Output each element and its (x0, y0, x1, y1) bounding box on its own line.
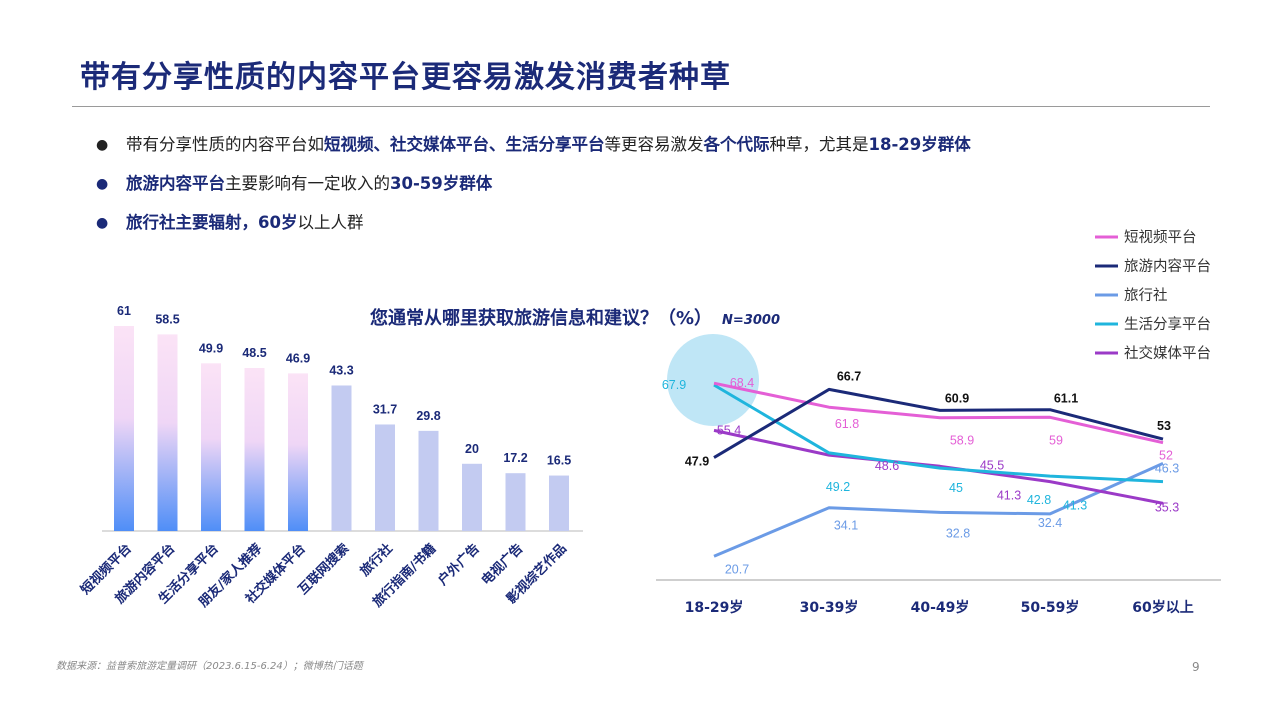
series-line (713, 387, 1164, 459)
bullet-item: ● 旅游内容平台主要影响有一定收入的30-59岁群体 (92, 169, 971, 208)
bar-value-label: 17.2 (503, 451, 527, 465)
bullet-item: ● 带有分享性质的内容平台如短视频、社交媒体平台、生活分享平台等更容易激发各个代际… (92, 130, 971, 169)
bullet-text: 旅行社主要辐射，60岁以上人群 (126, 213, 363, 232)
bar-chart: 61短视频平台58.5旅游内容平台49.9生活分享平台48.5朋友/家人推荐46… (78, 304, 583, 611)
bullet-list: ● 带有分享性质的内容平台如短视频、社交媒体平台、生活分享平台等更容易激发各个代际… (92, 130, 971, 247)
data-label: 46.3 (1155, 461, 1179, 475)
data-label: 61.1 (1054, 392, 1078, 406)
bullet-emphasis: 旅游内容平台 (126, 174, 225, 193)
bar (375, 424, 395, 531)
bullet-text: 带有分享性质的内容平台如短视频、社交媒体平台、生活分享平台等更容易激发各个代际种… (126, 135, 971, 154)
series-line (713, 428, 1164, 505)
bullet-emphasis: 18-29岁群体 (868, 135, 971, 154)
x-axis-label: 40-49岁 (911, 599, 970, 616)
bullet-segment: 以上人群 (297, 213, 364, 232)
bullet-emphasis: 旅行社主要辐射， (126, 213, 258, 232)
data-label: 53 (1157, 419, 1171, 433)
series-line (713, 381, 1164, 445)
bar (505, 473, 526, 531)
page-number: 9 (1192, 660, 1200, 674)
data-source: 数据来源：益普索旅游定量调研（2023.6.15-6.24）；微博热门话题 (56, 661, 363, 672)
data-label: 41.3 (1063, 499, 1087, 513)
bullet-segment: 带有分享性质的内容平台如 (126, 135, 324, 154)
bullet-segment: 主要影响有一定收入的 (225, 174, 390, 193)
bar-category-label: 旅行社 (357, 541, 396, 580)
bar (331, 385, 352, 531)
data-label: 34.1 (834, 519, 858, 533)
chart-title: 您通常从哪里获取旅游信息和建议？（%） N=3000 (370, 304, 780, 330)
data-label: 47.9 (685, 455, 709, 469)
data-label: 66.7 (837, 369, 861, 383)
bar-value-label: 49.9 (199, 341, 223, 355)
x-axis-label: 18-29岁 (685, 599, 744, 616)
chart-title-text: 您通常从哪里获取旅游信息和建议？（%） (370, 308, 713, 329)
data-label: 45 (949, 481, 963, 495)
bar-category-label: 户外广告 (435, 541, 483, 589)
data-label: 58.9 (950, 434, 974, 448)
bar (157, 334, 178, 531)
data-label: 52 (1159, 449, 1173, 463)
bullet-emphasis: 60岁 (258, 213, 298, 232)
bullet-item: ● 旅行社主要辐射，60岁以上人群 (92, 208, 971, 247)
x-axis-label: 50-59岁 (1021, 599, 1080, 616)
line-chart: 18-29岁 30-39岁 40-49岁 50-59岁 60岁以上 68.4 61.8 58.… (656, 334, 1221, 616)
bar (114, 326, 134, 531)
bullet-emphasis: 各个代际 (703, 135, 770, 154)
bullet-emphasis: 短视频、社交媒体平台、生活分享平台 (324, 135, 605, 154)
bar-value-label: 16.5 (547, 454, 571, 468)
bullet-dot: ● (96, 215, 109, 231)
data-label: 48.6 (875, 459, 899, 473)
bullet-emphasis: 30-59岁群体 (390, 174, 493, 193)
data-label: 32.8 (946, 526, 970, 540)
bar-value-label: 31.7 (373, 402, 397, 416)
legend-label: 旅游内容平台 (1124, 258, 1211, 275)
legend-label: 短视频平台 (1124, 229, 1197, 246)
bar-value-label: 29.8 (416, 409, 440, 423)
data-label: 55.4 (717, 423, 741, 437)
x-axis-label: 60岁以上 (1132, 599, 1193, 616)
bar-value-label: 43.3 (329, 363, 353, 377)
bar-value-label: 20 (465, 442, 479, 456)
data-label: 61.8 (835, 417, 859, 431)
data-label: 59 (1049, 433, 1063, 447)
bar (244, 368, 265, 531)
legend-label: 社交媒体平台 (1124, 344, 1211, 362)
bullet-dot: ● (96, 176, 109, 192)
bullet-text: 旅游内容平台主要影响有一定收入的30-59岁群体 (126, 174, 492, 193)
data-label: 60.9 (945, 391, 969, 405)
bullet-dot: ● (96, 137, 109, 153)
sample-size-note: N=3000 (722, 313, 781, 328)
bar (418, 430, 439, 531)
x-axis-label: 30-39岁 (800, 599, 859, 616)
bar-value-label: 61 (117, 304, 131, 318)
legend-label: 旅行社 (1124, 287, 1168, 304)
data-label: 45.5 (980, 458, 1004, 472)
data-label: 49.2 (826, 480, 850, 494)
data-label: 32.4 (1038, 516, 1062, 530)
page-title: 带有分享性质的内容平台更容易激发消费者种草 (80, 60, 731, 95)
highlight-circle (667, 334, 759, 426)
bar-value-label: 48.5 (242, 346, 266, 360)
data-label: 42.8 (1027, 493, 1051, 507)
bar-value-label: 58.5 (155, 312, 179, 326)
bar (288, 373, 308, 531)
bar-value-label: 46.9 (286, 351, 310, 365)
series-line (713, 462, 1164, 558)
bullet-segment: 等更容易激发 (604, 135, 704, 154)
bar (549, 475, 569, 531)
series-line (713, 383, 1164, 484)
data-label: 68.4 (730, 376, 754, 390)
legend-label: 生活分享平台 (1124, 316, 1211, 333)
data-label: 20.7 (725, 562, 749, 576)
bullet-segment: 种草，尤其是 (769, 135, 869, 154)
data-label: 35.3 (1155, 500, 1179, 514)
bar (201, 363, 221, 531)
data-label: 67.9 (662, 378, 686, 392)
bar (462, 463, 482, 531)
data-label: 41.3 (997, 489, 1021, 503)
title-divider (72, 106, 1210, 107)
